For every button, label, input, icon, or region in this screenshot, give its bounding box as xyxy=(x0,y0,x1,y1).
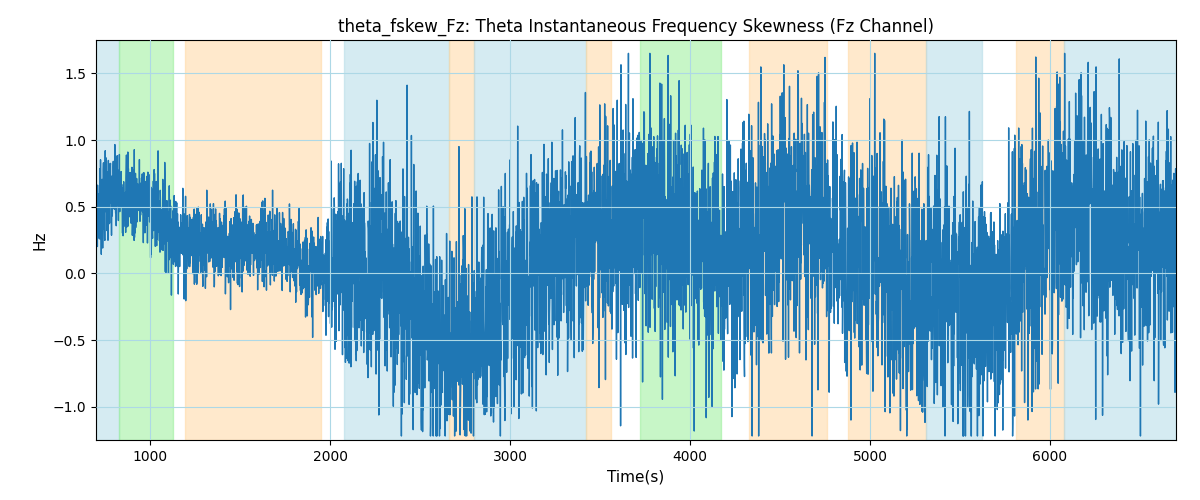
Bar xyxy=(1015,40,1064,440)
Bar xyxy=(586,40,611,440)
Title: theta_fskew_Fz: Theta Instantaneous Frequency Skewness (Fz Channel): theta_fskew_Fz: Theta Instantaneous Freq… xyxy=(338,18,934,36)
Bar xyxy=(1064,40,1176,440)
Bar xyxy=(120,40,174,440)
Bar xyxy=(344,40,449,440)
Bar xyxy=(640,40,720,440)
Bar xyxy=(926,40,982,440)
X-axis label: Time(s): Time(s) xyxy=(607,470,665,484)
Y-axis label: Hz: Hz xyxy=(32,230,47,250)
Bar xyxy=(185,40,322,440)
Bar xyxy=(474,40,586,440)
Bar xyxy=(848,40,926,440)
Bar xyxy=(449,40,474,440)
Bar xyxy=(96,40,120,440)
Bar xyxy=(749,40,827,440)
